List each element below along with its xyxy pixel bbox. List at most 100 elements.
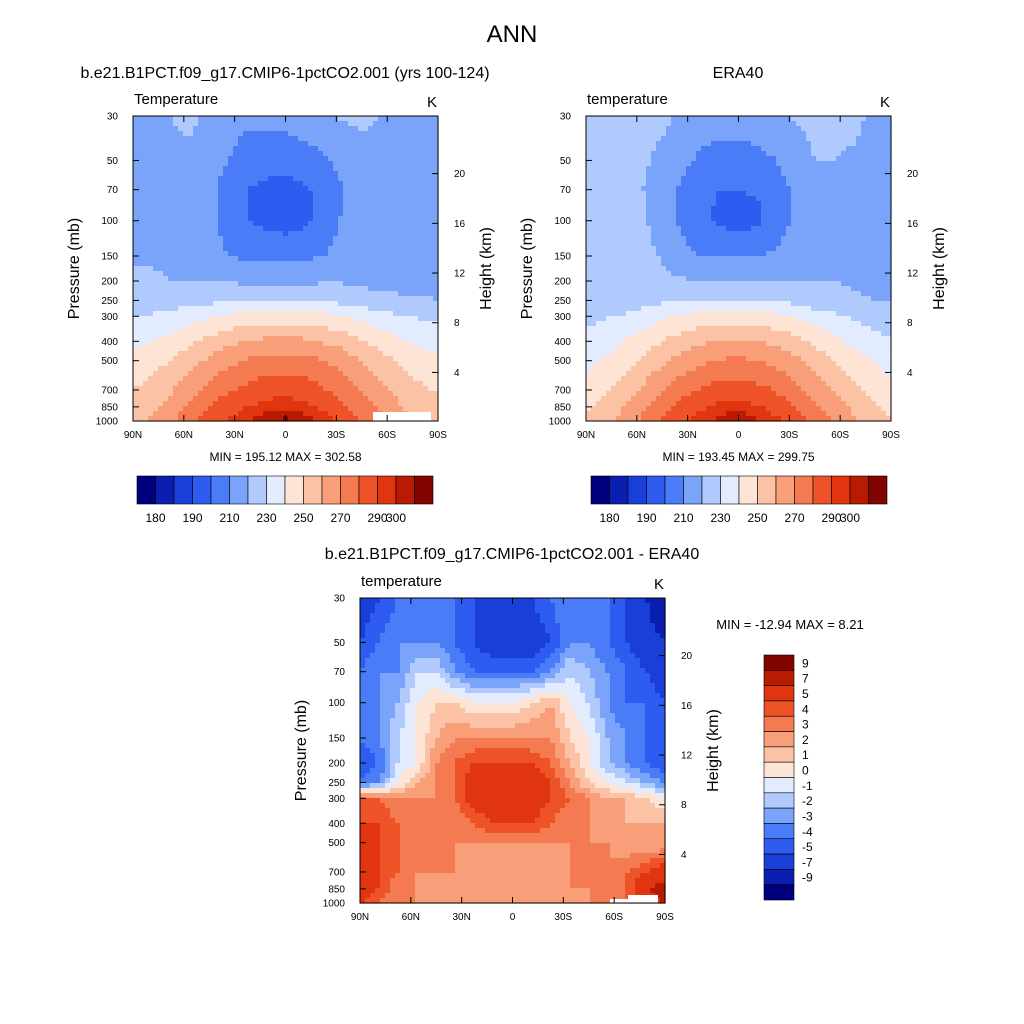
contour-cell [751,186,757,192]
contour-cell [846,141,852,147]
contour-cell [268,251,274,257]
contour-cell [741,181,747,187]
contour-cell [408,376,414,382]
contour-cell [368,171,374,177]
contour-cell [248,286,254,292]
contour-cell [148,156,154,162]
contour-cell [373,191,379,197]
contour-cell [676,156,682,162]
contour-cell [293,331,299,337]
contour-cell [203,406,209,412]
contour-cell [741,141,747,147]
contour-cell [163,386,169,392]
contour-cell [786,136,792,142]
contour-cell [706,186,712,192]
obs-title: ERA40 [713,65,764,82]
contour-cell [228,201,234,207]
contour-cell [418,166,424,172]
contour-cell [876,156,882,162]
contour-cell [143,321,149,327]
contour-cell [701,151,707,157]
contour-cell [248,266,254,272]
contour-cell [606,191,612,197]
contour-cell [148,381,154,387]
contour-cell [218,381,224,387]
contour-cell [338,311,344,317]
contour-cell [398,121,404,127]
contour-cell [616,161,622,167]
contour-cell [243,236,249,242]
contour-cell [646,141,652,147]
contour-cell [268,271,274,277]
contour-cell [203,116,209,122]
contour-cell [601,186,607,192]
contour-cell [133,311,139,317]
contour-cell [403,136,409,142]
contour-cell [143,166,149,172]
contour-cell [323,381,329,387]
contour-cell [821,186,827,192]
contour-cell [213,391,219,397]
contour-cell [646,116,652,122]
contour-cell [218,246,224,252]
contour-cell [308,141,314,147]
contour-cell [646,206,652,212]
contour-cell [408,336,414,342]
contour-cell [163,211,169,217]
contour-cell [198,296,204,302]
contour-cell [248,146,254,152]
contour-cell [268,131,274,137]
contour-cell [343,386,349,392]
contour-cell [223,361,229,367]
contour-cell [218,166,224,172]
contour-cell [138,166,144,172]
contour-cell [403,116,409,122]
contour-cell [258,361,264,367]
contour-cell [696,146,702,152]
contour-cell [781,186,787,192]
contour-cell [716,131,722,137]
contour-cell [373,336,379,342]
contour-cell [218,336,224,342]
contour-cell [203,251,209,257]
contour-cell [616,151,622,157]
contour-cell [886,156,892,162]
contour-cell [338,306,344,312]
contour-cell [686,186,692,192]
contour-cell [178,326,184,332]
contour-cell [343,311,349,317]
contour-cell [861,136,867,142]
contour-cell [148,141,154,147]
contour-cell [243,146,249,152]
contour-cell [158,286,164,292]
contour-cell [183,291,189,297]
contour-cell [248,186,254,192]
contour-cell [198,126,204,132]
contour-cell [861,156,867,162]
contour-cell [423,406,429,412]
contour-cell [183,156,189,162]
contour-cell [313,271,319,277]
contour-cell [348,196,354,202]
contour-cell [138,201,144,207]
contour-cell [183,136,189,142]
contour-cell [303,156,309,162]
contour-cell [676,196,682,202]
contour-cell [338,221,344,227]
contour-cell [173,361,179,367]
contour-cell [313,186,319,192]
contour-cell [148,176,154,182]
contour-cell [248,241,254,247]
contour-cell [288,216,294,222]
contour-cell [606,171,612,177]
contour-cell [203,261,209,267]
contour-cell [338,286,344,292]
contour-cell [308,341,314,347]
contour-cell [363,191,369,197]
contour-cell [298,156,304,162]
contour-cell [228,186,234,192]
contour-cell [288,136,294,142]
contour-cell [691,141,697,147]
contour-cell [243,346,249,352]
contour-cell [761,146,767,152]
